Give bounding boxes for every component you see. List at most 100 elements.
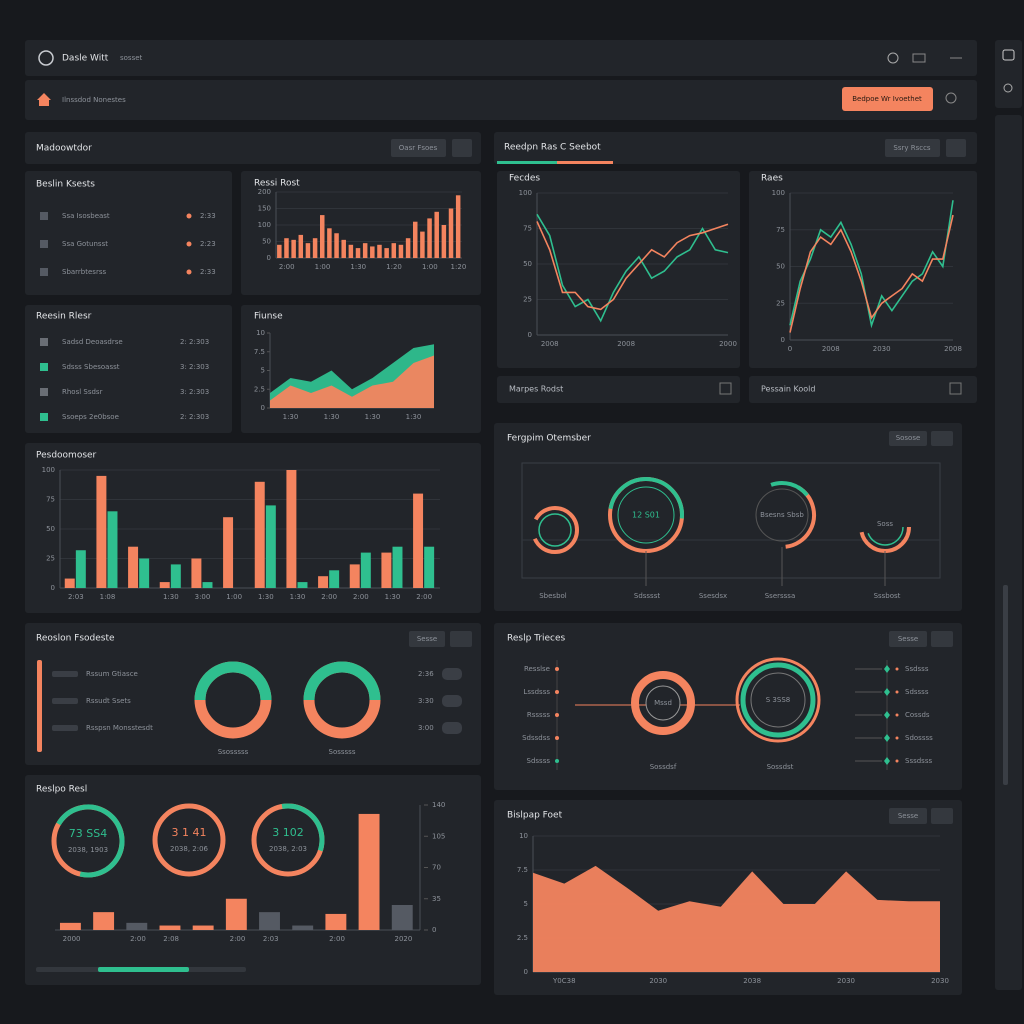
top-bar: [25, 40, 977, 76]
bar: [398, 244, 404, 258]
sidebar-icon[interactable]: [1002, 49, 1015, 61]
y-tick-label: 75: [523, 225, 532, 233]
ring: [748, 480, 816, 549]
card-title: Pessain Koold: [761, 385, 815, 394]
x-tick-label: 1:30: [365, 413, 381, 421]
y-tick-label: 7.5: [517, 866, 528, 874]
button[interactable]: [450, 631, 472, 647]
bar: [420, 231, 425, 258]
button[interactable]: [452, 139, 472, 157]
x-tick-label: 2008: [541, 340, 559, 348]
x-tick-label: 1:08: [100, 593, 116, 601]
ring: [531, 506, 579, 554]
bar: [297, 582, 308, 588]
list-label: Ssdsss: [905, 665, 929, 673]
ring-label: Sossdst: [767, 763, 794, 771]
y-tick-label: 35: [432, 895, 441, 903]
x-tick-label: 2000: [719, 340, 737, 348]
line: [789, 200, 954, 329]
row-icon: [40, 240, 48, 248]
sidebar-top: [995, 40, 1022, 108]
panel: [25, 132, 481, 164]
action-button[interactable]: [842, 87, 933, 111]
sidebar-icon[interactable]: [1003, 83, 1013, 93]
y-tick-label: 2.5: [517, 934, 528, 942]
card: [749, 171, 977, 368]
bar: [377, 244, 382, 258]
chart-title: Fecdes: [509, 174, 540, 184]
list-dot: [895, 736, 899, 740]
search-icon[interactable]: [945, 92, 957, 104]
list-dot: [555, 690, 559, 694]
icon[interactable]: [887, 52, 899, 64]
button[interactable]: [391, 139, 446, 157]
x-tick-label: 1:30: [163, 593, 179, 601]
icon[interactable]: [912, 53, 926, 63]
gauge-group: [51, 803, 325, 878]
list-dot: [895, 759, 899, 763]
chart-title: Fiunse: [254, 312, 283, 322]
bar: [298, 234, 304, 258]
donut: [303, 661, 381, 701]
donut-label: Ssosssss: [218, 748, 249, 756]
action-button-label: Bedpoe Wr Ivoethet: [852, 95, 922, 103]
button[interactable]: [889, 431, 927, 446]
bar: [170, 564, 181, 588]
button[interactable]: [931, 808, 953, 824]
bar: [327, 228, 332, 258]
bar: [413, 493, 424, 588]
line: [536, 221, 729, 311]
button[interactable]: [409, 631, 445, 647]
ring-label: Sssbost: [874, 592, 901, 600]
y-tick-label: 5: [524, 900, 528, 908]
row-value: 2:33: [200, 268, 216, 276]
ring: [608, 476, 684, 553]
y-tick-label: 75: [46, 496, 55, 504]
row-icon: [52, 671, 78, 677]
donut: [194, 661, 272, 701]
x-tick-label: 1:30: [350, 263, 366, 271]
donut-group: [194, 661, 381, 739]
x-tick-label: 1:30: [258, 593, 274, 601]
x-tick-label: 2:00: [353, 593, 369, 601]
bar: [329, 570, 340, 588]
ring-label: Ssesdsx: [699, 592, 727, 600]
nav-bar: [25, 80, 977, 120]
bar: [128, 546, 139, 588]
row-value: 2:36: [418, 670, 434, 678]
breadcrumb: Ilnssdod Nonestes: [62, 96, 126, 104]
gauge-sub: 2038, 2:03: [269, 845, 307, 853]
list-label: Sdssss: [527, 757, 551, 765]
x-tick-label: 2:00: [416, 593, 432, 601]
card: [497, 171, 740, 368]
icon[interactable]: [719, 382, 732, 395]
row-badge: [442, 722, 462, 734]
button[interactable]: [931, 631, 953, 647]
scrollbar[interactable]: [1003, 585, 1008, 785]
row-label: Rsspsn Monsstesdt: [86, 724, 153, 732]
gauge-value: 73 SS4: [69, 827, 107, 840]
card: [494, 423, 962, 611]
logo: [38, 50, 54, 66]
button[interactable]: [885, 139, 940, 157]
bar: [284, 238, 289, 258]
y-tick-label: 2.5: [254, 385, 265, 393]
donut-label: Sosssss: [329, 748, 356, 756]
row-dot: [186, 241, 192, 247]
button[interactable]: [946, 139, 966, 157]
ring: [755, 488, 809, 542]
x-tick-label: 1:30: [283, 413, 299, 421]
list-dot: [895, 667, 899, 671]
y-tick-label: 100: [258, 221, 271, 229]
button[interactable]: [931, 431, 953, 446]
button[interactable]: [889, 631, 927, 647]
y-tick-label: 100: [519, 189, 532, 197]
bar: [412, 221, 418, 258]
button[interactable]: [889, 808, 927, 824]
x-tick-label: 2:03: [68, 593, 84, 601]
icon[interactable]: [949, 382, 962, 395]
home-icon[interactable]: [37, 93, 51, 106]
bar: [191, 558, 202, 588]
button-label: Oasr Fsoes: [399, 144, 438, 152]
row-label: Sbarrbtesrss: [62, 268, 106, 276]
